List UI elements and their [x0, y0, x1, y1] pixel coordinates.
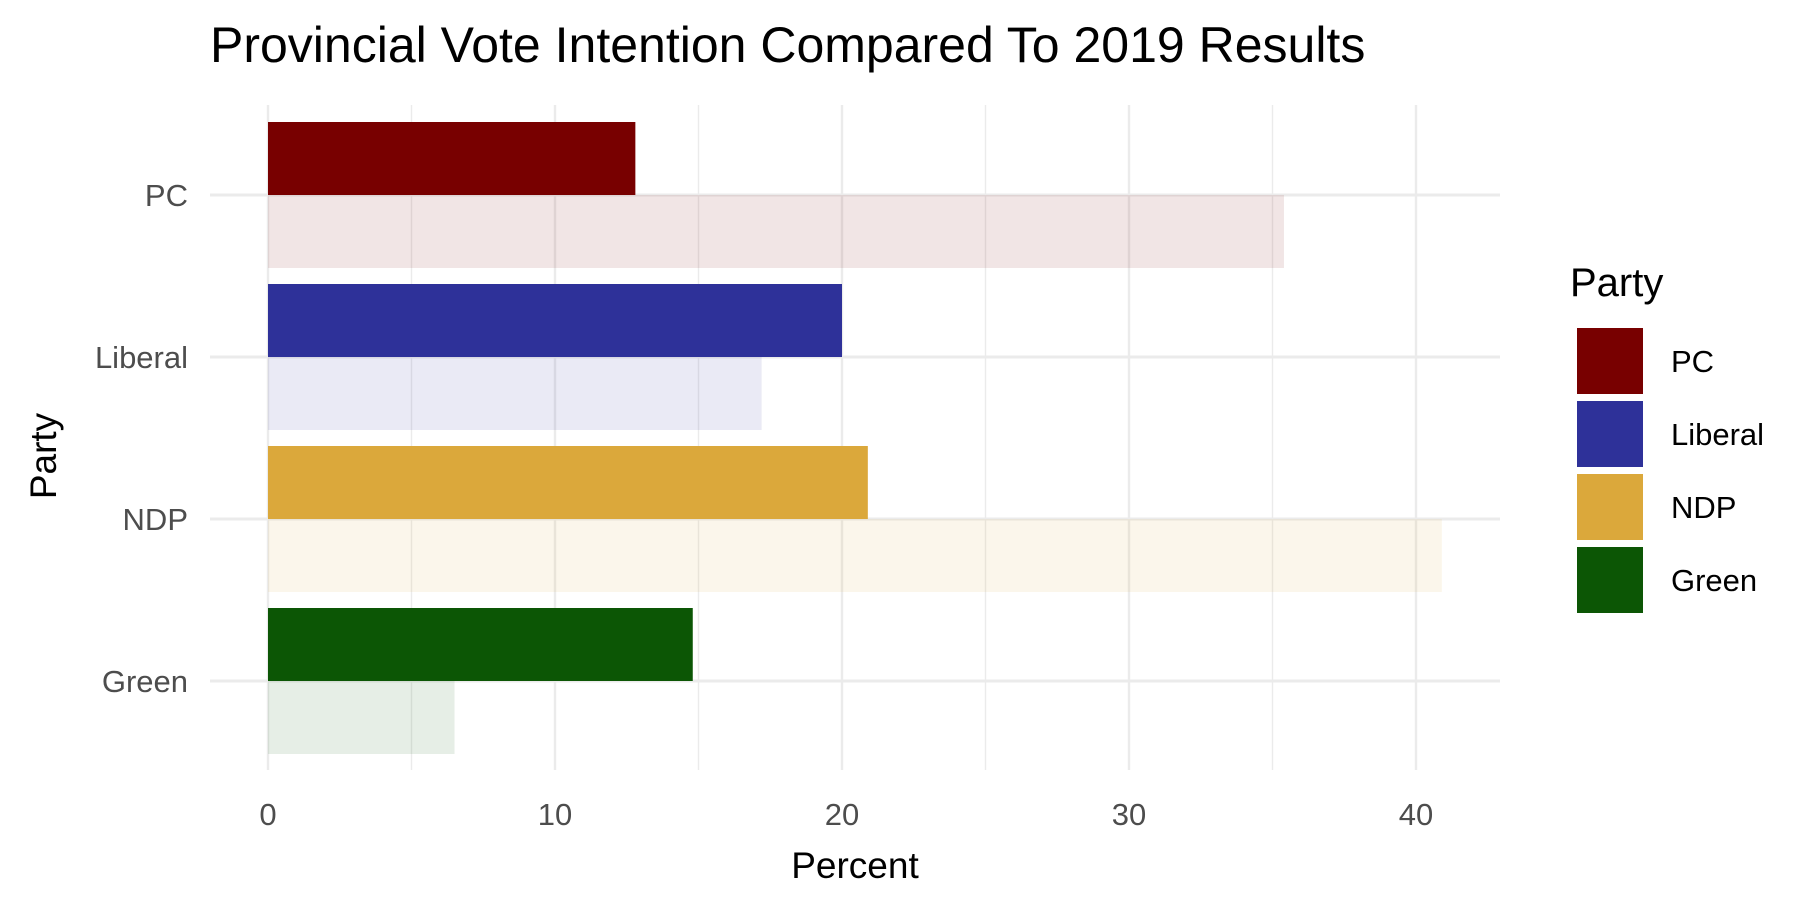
x-tick-label-0: 0	[259, 797, 276, 832]
y-tick-label-ndp: NDP	[123, 502, 188, 537]
legend: Party PC Liberal NDP Green	[1570, 261, 1764, 613]
bar-liberal-series-1	[268, 284, 842, 357]
y-tick-label-green: Green	[102, 664, 188, 699]
x-tick-label-10: 10	[538, 797, 572, 832]
legend-label-liberal: Liberal	[1671, 417, 1764, 452]
bar-ndp-series-1	[268, 446, 868, 519]
y-tick-label-pc: PC	[145, 178, 188, 213]
x-tick-label-40: 40	[1399, 797, 1433, 832]
bars	[268, 122, 1442, 754]
bar-ndp-series-2	[268, 519, 1442, 592]
y-axis-title: Party	[23, 412, 64, 499]
bar-pc-series-2	[268, 195, 1284, 268]
legend-swatch-green	[1577, 547, 1643, 613]
x-tick-label-20: 20	[825, 797, 859, 832]
legend-label-ndp: NDP	[1671, 490, 1736, 525]
chart-title: Provincial Vote Intention Compared To 20…	[210, 17, 1365, 73]
legend-swatch-ndp	[1577, 474, 1643, 540]
legend-title: Party	[1570, 261, 1663, 305]
bar-liberal-series-2	[268, 357, 762, 430]
y-tick-label-liberal: Liberal	[95, 340, 188, 375]
legend-label-pc: PC	[1671, 344, 1714, 379]
legend-label-green: Green	[1671, 563, 1757, 598]
x-axis-title: Percent	[791, 845, 919, 886]
legend-swatch-liberal	[1577, 401, 1643, 467]
bar-green-series-1	[268, 608, 693, 681]
x-tick-label-30: 30	[1112, 797, 1146, 832]
bar-pc-series-1	[268, 122, 636, 195]
legend-swatch-pc	[1577, 328, 1643, 394]
ticks: PC Liberal NDP Green 0 10 20 30 40	[95, 178, 1433, 832]
bar-green-series-2	[268, 681, 455, 754]
